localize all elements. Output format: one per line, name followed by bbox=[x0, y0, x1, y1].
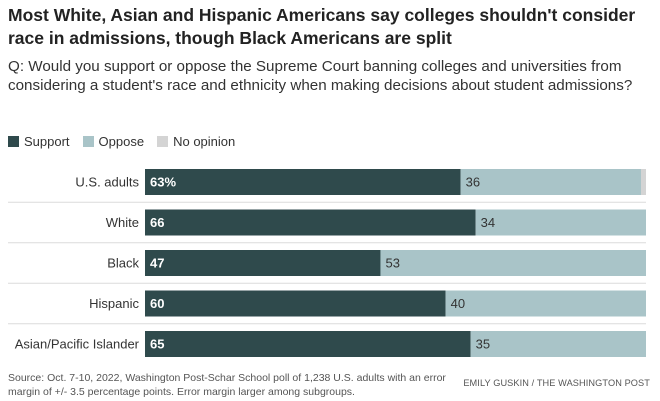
bar-support-black bbox=[145, 250, 381, 276]
bar-oppose-white bbox=[475, 209, 646, 236]
data-label-oppose-black: 53 bbox=[385, 256, 399, 271]
legend-item-support: Support bbox=[8, 134, 70, 149]
data-label-support-asian-pacific-islander: 65 bbox=[150, 337, 164, 352]
data-label-support-u-s-adults: 63% bbox=[150, 175, 176, 190]
legend-label-oppose: Oppose bbox=[98, 133, 145, 149]
category-label-asian-pacific-islander: Asian/Pacific Islander bbox=[15, 337, 140, 352]
bar-no-opinion-u-s-adults bbox=[640, 169, 646, 195]
stacked-bar-chart: U.S. adults 63% 36 White 66 34 Black 47 53 Hispan… bbox=[8, 169, 646, 357]
chart-subtitle: Q: Would you support or oppose the Supre… bbox=[8, 58, 633, 94]
data-label-support-black: 47 bbox=[150, 256, 164, 271]
bar-support-hispanic bbox=[145, 290, 446, 317]
bar-oppose-asian-pacific-islander bbox=[470, 331, 646, 357]
chart-title: Most White, Asian and Hispanic Americans… bbox=[8, 5, 636, 48]
data-label-oppose-asian-pacific-islander: 35 bbox=[476, 337, 490, 352]
bar-oppose-black bbox=[380, 250, 646, 276]
credit: EMILY GUSKIN / THE WASHINGTON POST bbox=[463, 378, 650, 388]
legend-swatch-support bbox=[8, 135, 19, 147]
data-label-oppose-white: 34 bbox=[481, 215, 495, 230]
legend-swatch-oppose bbox=[82, 135, 94, 147]
data-label-support-white: 66 bbox=[150, 215, 164, 230]
legend-item-no-opinion: No opinion bbox=[157, 134, 235, 149]
legend-label-support: Support bbox=[24, 133, 70, 149]
bar-support-u-s-adults bbox=[145, 169, 461, 195]
data-label-oppose-u-s-adults: 36 bbox=[466, 175, 480, 190]
bar-oppose-u-s-adults bbox=[460, 169, 641, 195]
bar-support-white bbox=[145, 209, 476, 236]
category-label-black: Black bbox=[107, 256, 139, 271]
category-label-hispanic: Hispanic bbox=[89, 296, 139, 311]
legend: Support Oppose No opinion bbox=[8, 132, 248, 150]
legend-label-no-opinion: No opinion bbox=[173, 133, 236, 149]
bar-support-asian-pacific-islander bbox=[145, 331, 471, 357]
legend-swatch-no-opinion bbox=[157, 135, 169, 147]
data-label-support-hispanic: 60 bbox=[150, 296, 164, 311]
legend-item-oppose: Oppose bbox=[82, 133, 145, 149]
category-label-u-s-adults: U.S. adults bbox=[75, 175, 139, 190]
bar-oppose-hispanic bbox=[445, 290, 646, 317]
data-label-oppose-hispanic: 40 bbox=[451, 296, 465, 311]
category-label-white: White bbox=[106, 215, 139, 230]
source-note: Source: Oct. 7-10, 2022, Washington Post… bbox=[8, 372, 446, 398]
